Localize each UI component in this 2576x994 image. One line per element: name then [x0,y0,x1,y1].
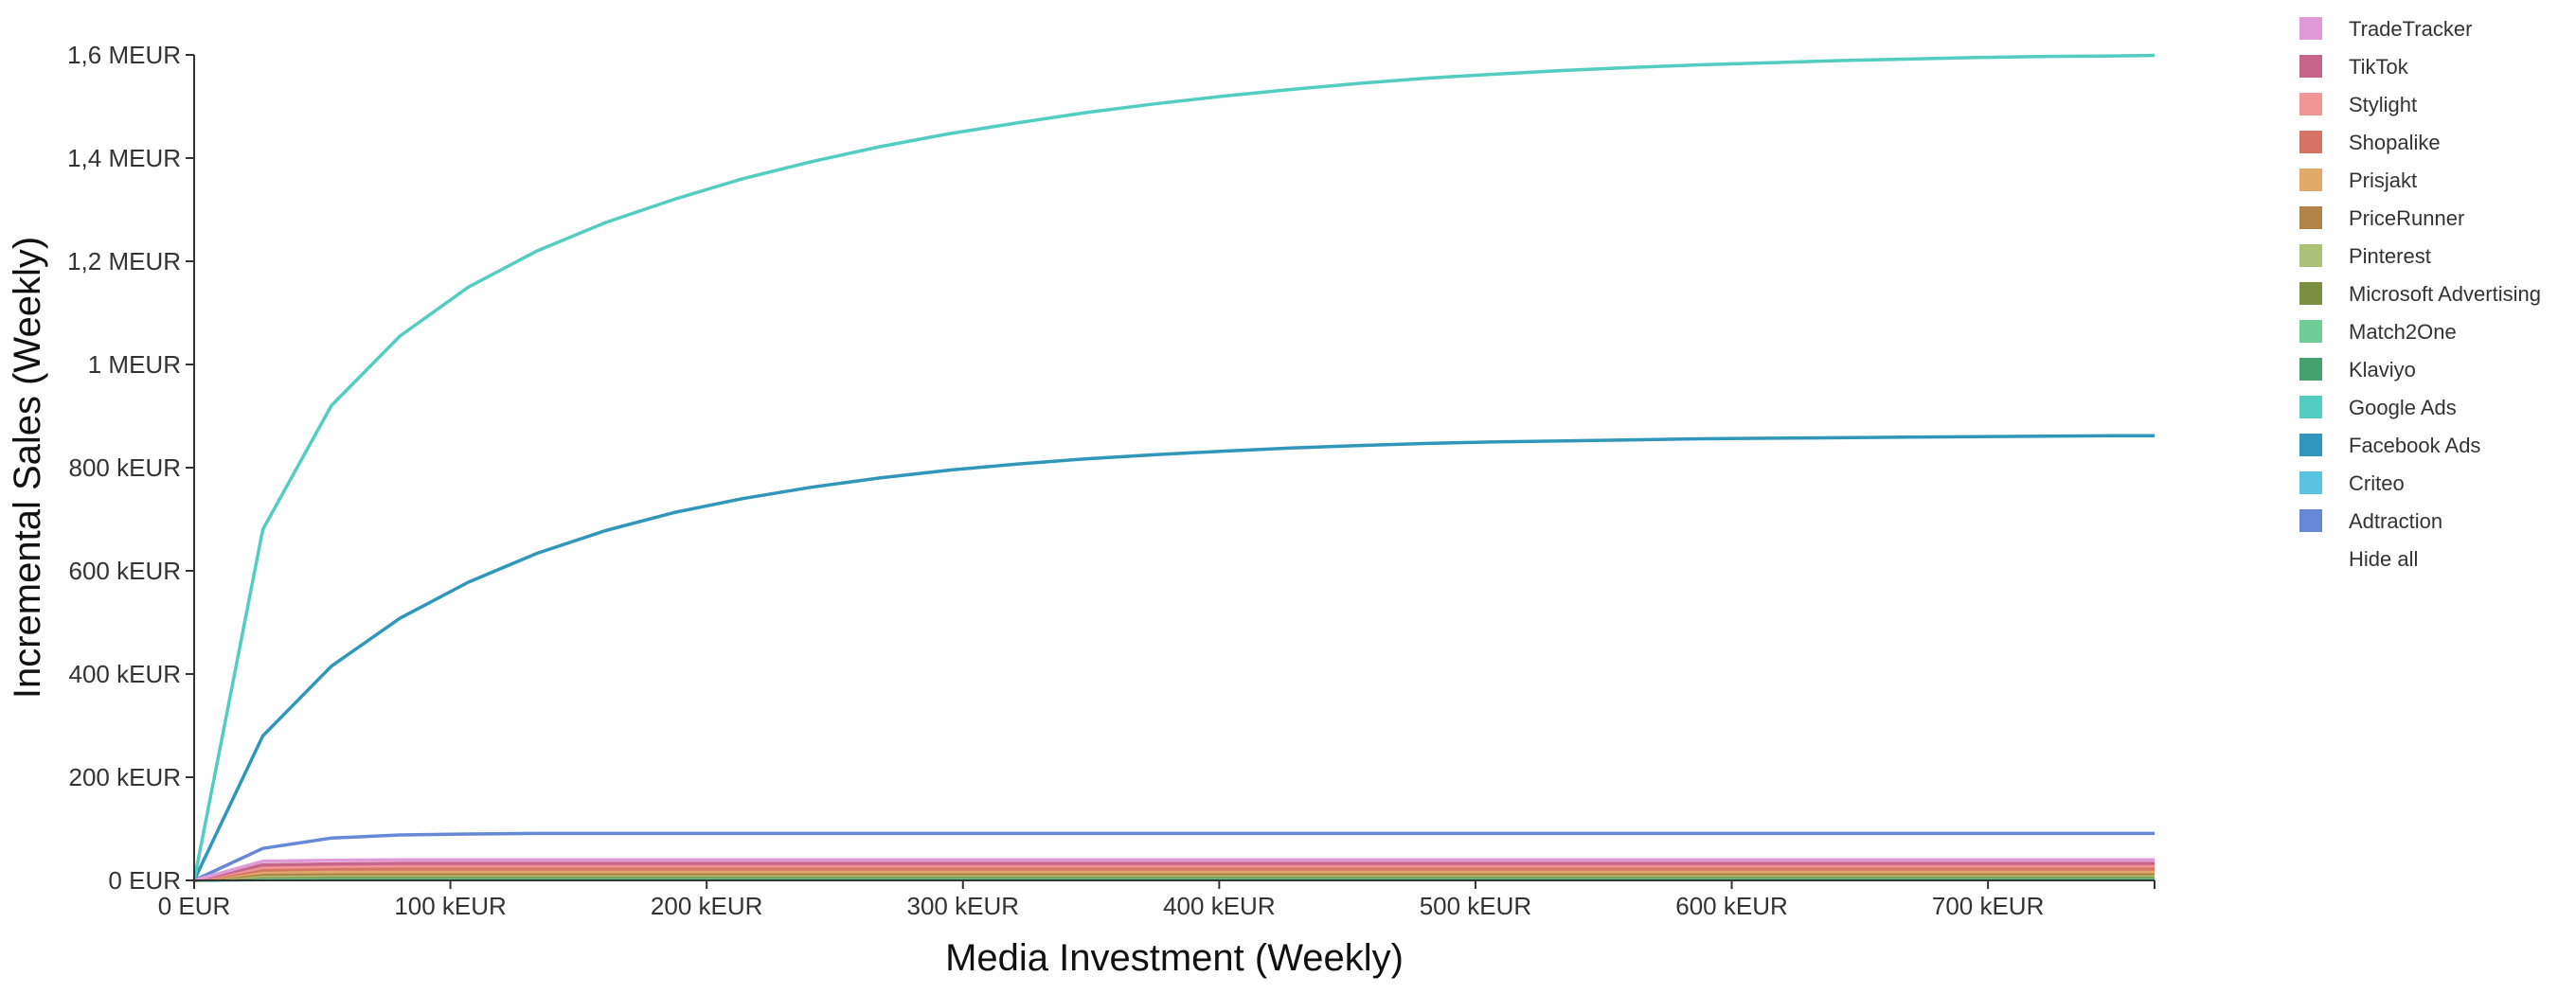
y-tick-label: 600 kEUR [69,557,182,585]
legend-label: Pinterest [2349,244,2431,268]
x-axis-title: Media Investment (Weekly) [945,937,1404,979]
legend-swatch [2299,509,2322,532]
legend-label: Stylight [2349,93,2417,116]
legend-swatch [2299,358,2322,381]
y-tick-label: 800 kEUR [69,453,182,482]
y-tick-label: 1,6 MEUR [67,41,181,69]
series-line-pricerunner [193,872,2155,882]
legend-swatch [2299,434,2322,456]
plot-lines [192,53,2156,882]
legend-swatch [2299,55,2322,78]
series-line-stylight [193,863,2155,882]
x-tick-label: 100 kEUR [394,892,507,920]
legend-swatch [2299,169,2322,191]
x-tick-label: 200 kEUR [651,892,763,920]
y-tick-label: 1,4 MEUR [67,144,181,172]
legend-item-pinterest[interactable]: Pinterest [2299,244,2431,268]
legend-swatch [2299,131,2322,153]
legend-label: TradeTracker [2349,17,2472,41]
legend-label: Google Ads [2349,396,2457,419]
legend-label: Criteo [2349,471,2405,495]
legend-label: Match2One [2349,320,2457,344]
x-axis: 0 EUR 100 kEUR 200 kEUR 300 kEUR 400 kEUR 500… [158,879,2156,920]
legend-item-match2one[interactable]: Match2One [2299,320,2457,344]
series-line-google-ads [192,53,2156,881]
legend-item-pricerunner[interactable]: PriceRunner [2299,206,2464,230]
y-tick-label: 200 kEUR [69,763,182,791]
legend-item-stylight[interactable]: Stylight [2299,93,2417,116]
x-tick-label: 0 EUR [158,892,231,920]
x-tick-label: 700 kEUR [1932,892,2045,920]
legend-label: Microsoft Advertising [2349,282,2541,306]
legend-item-tradetracker[interactable]: TradeTracker [2299,17,2472,41]
legend-label: Klaviyo [2349,358,2416,382]
legend-swatch [2299,396,2322,418]
legend-label: Shopalike [2349,131,2441,154]
legend-item-google-ads[interactable]: Google Ads [2299,396,2457,419]
legend: TradeTracker TikTok Stylight Shopalike Prisj… [2299,17,2541,571]
series-line-shopalike [193,867,2155,882]
x-tick-label: 600 kEUR [1675,892,1788,920]
legend-swatch [2299,320,2322,343]
legend-item-tiktok[interactable]: TikTok [2299,55,2409,79]
legend-swatch [2299,244,2322,267]
legend-item-shopalike[interactable]: Shopalike [2299,131,2441,154]
x-tick-label: 300 kEUR [907,892,1020,920]
legend-label: Adtraction [2349,509,2442,533]
series-line-adtraction [193,831,2155,882]
y-tick-label: 0 EUR [108,866,181,895]
legend-item-adtraction[interactable]: Adtraction [2299,509,2442,533]
series-line-facebook-ads [192,434,2155,881]
legend-label: Prisjakt [2349,169,2417,192]
y-axis: 0 EUR 200 kEUR 400 kEUR 600 kEUR 800 kEUR 1 M… [67,41,195,895]
legend-item-criteo[interactable]: Criteo [2299,471,2405,495]
y-tick-label: 1 MEUR [88,350,181,379]
series-line-tradetracker [193,858,2155,882]
y-tick-label: 1,2 MEUR [67,247,181,275]
y-tick-label: 400 kEUR [69,660,182,688]
legend-swatch [2299,93,2322,115]
y-axis-title: Incremental Sales (Weekly) [7,237,48,699]
legend-label: Facebook Ads [2349,434,2480,457]
series-line-tiktok [193,861,2155,882]
legend-item-facebook-ads[interactable]: Facebook Ads [2299,434,2480,457]
legend-item-microsoft-advertising[interactable]: Microsoft Advertising [2299,282,2541,306]
hide-all-button[interactable]: Hide all [2349,547,2418,571]
legend-label: TikTok [2349,55,2409,79]
legend-swatch [2299,282,2322,305]
legend-swatch [2299,206,2322,229]
series-line-prisjakt [193,869,2155,882]
x-tick-label: 500 kEUR [1420,892,1532,920]
legend-swatch [2299,471,2322,494]
legend-item-klaviyo[interactable]: Klaviyo [2299,358,2416,382]
legend-label: PriceRunner [2349,206,2464,230]
legend-swatch [2299,17,2322,40]
x-tick-label: 400 kEUR [1163,892,1276,920]
legend-item-prisjakt[interactable]: Prisjakt [2299,169,2417,192]
